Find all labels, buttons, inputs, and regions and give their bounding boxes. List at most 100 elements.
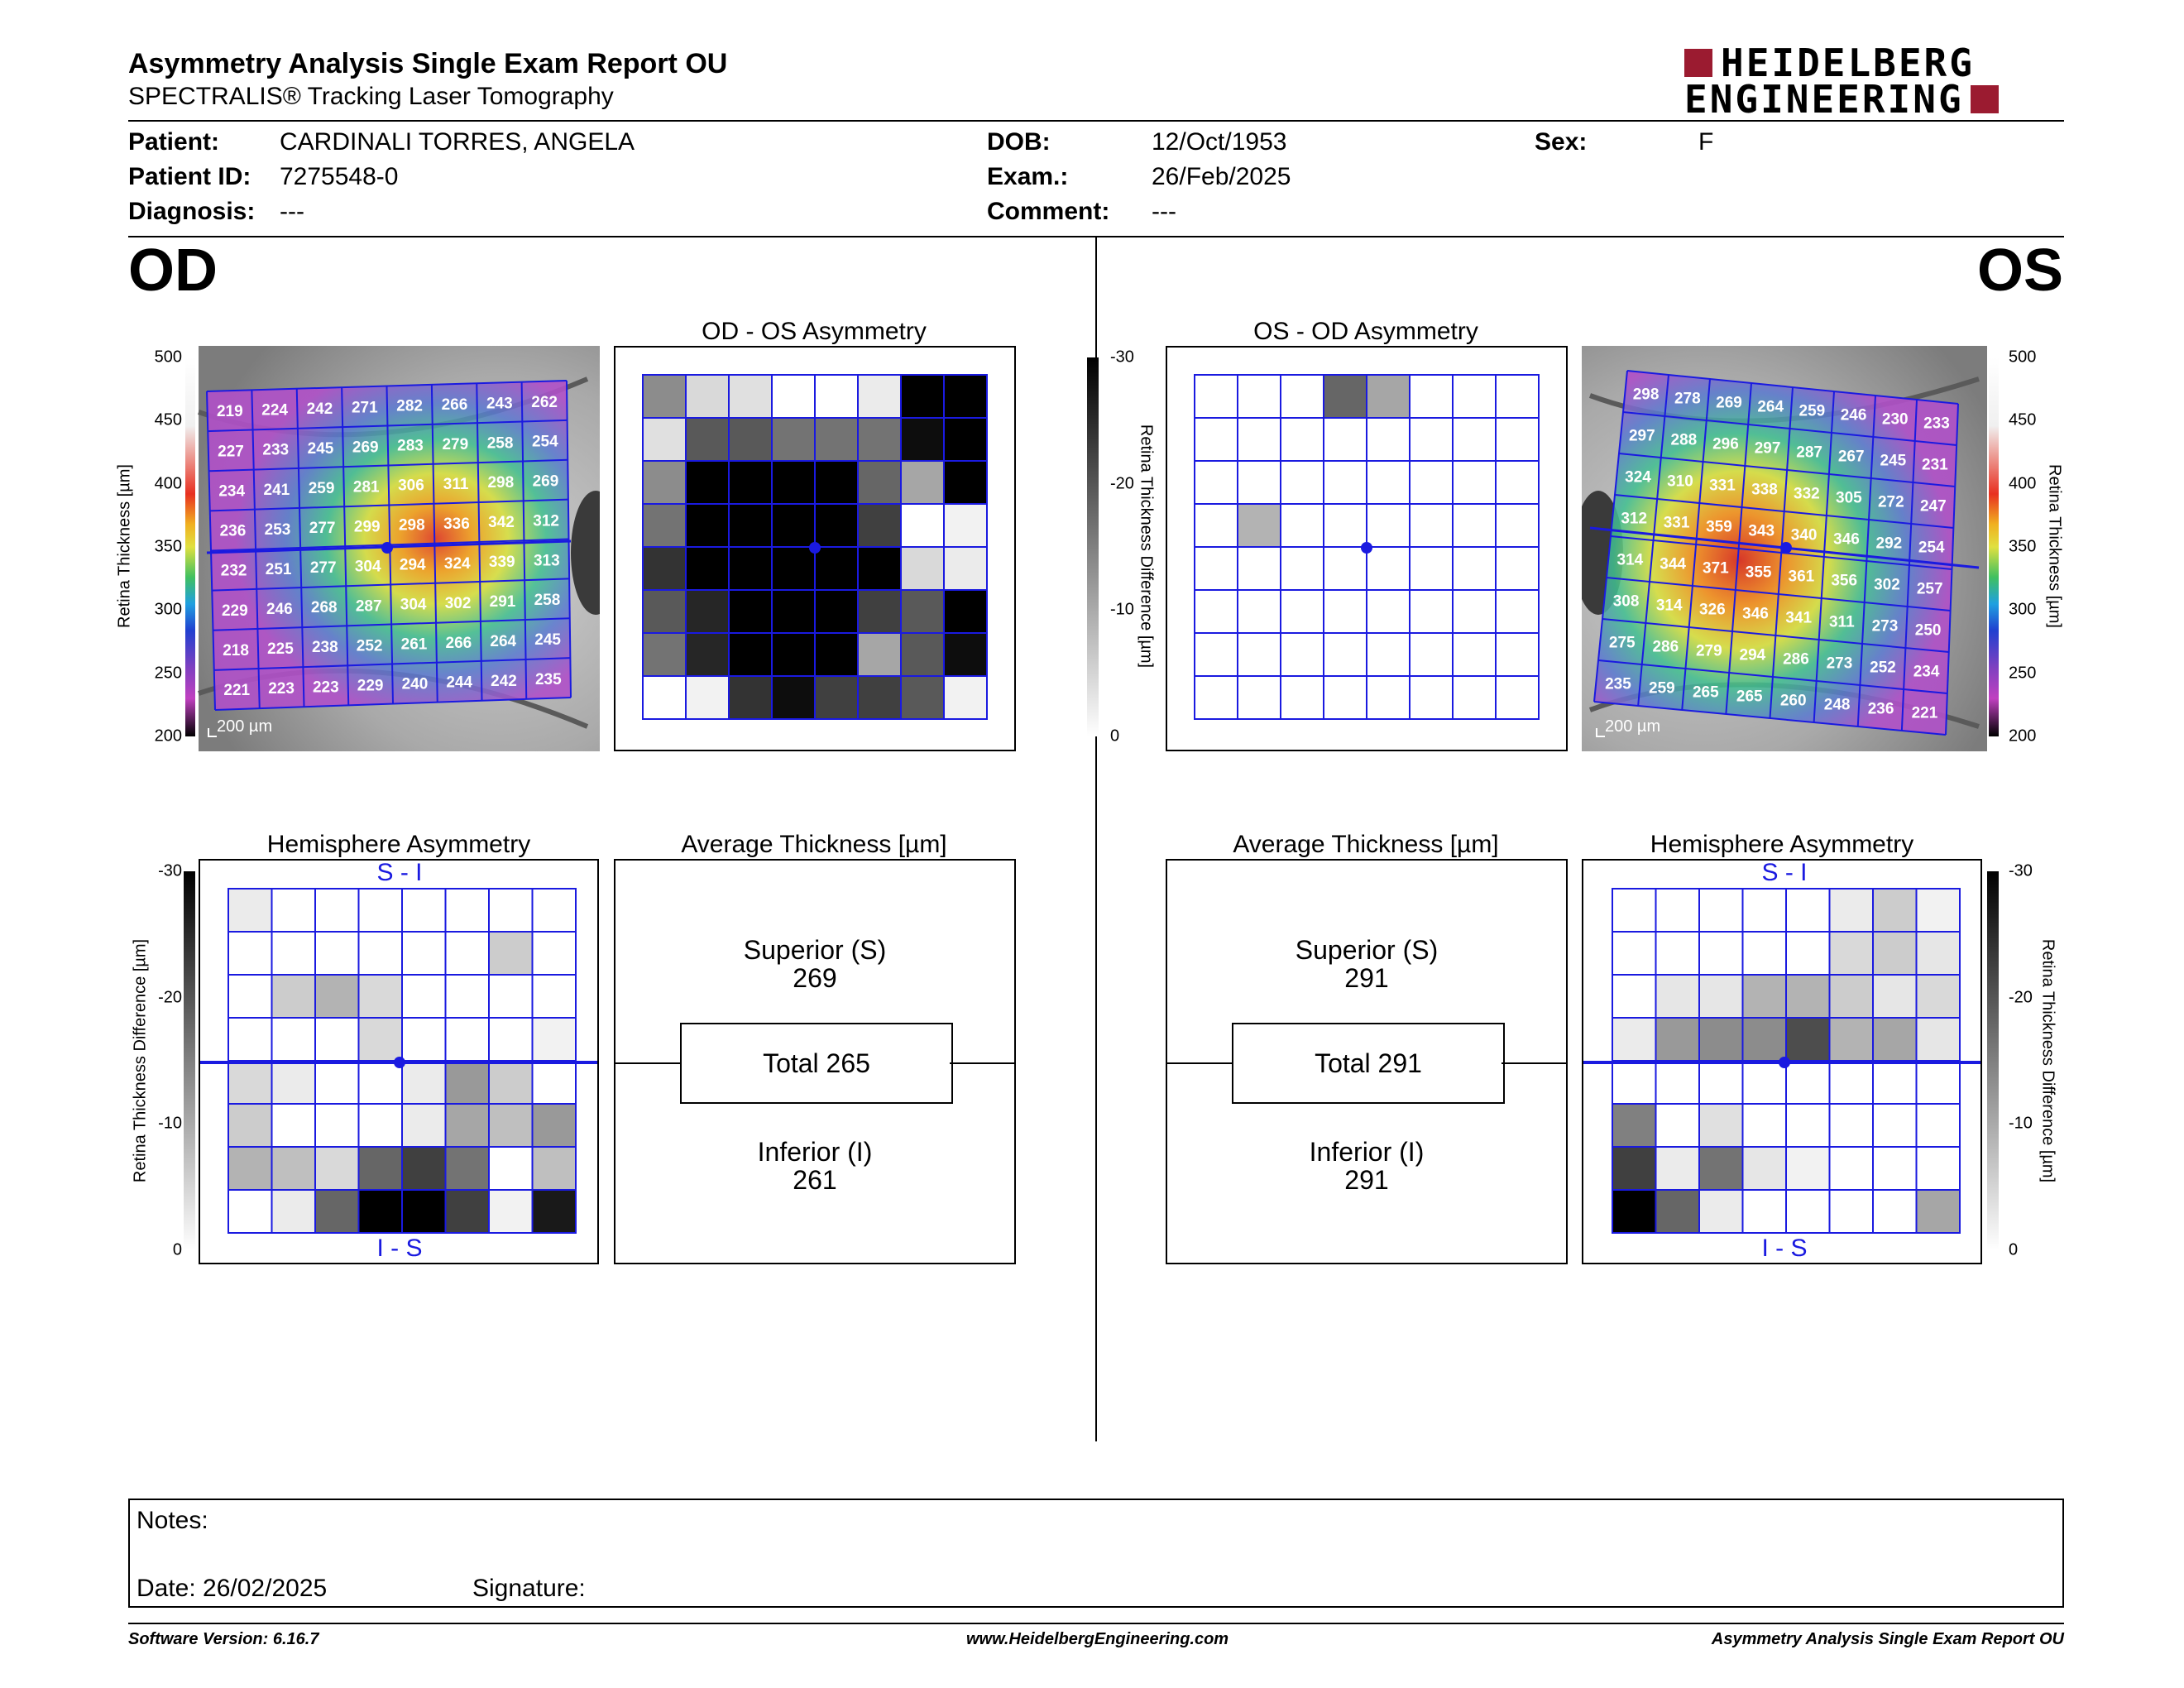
od-thickness-value: 312	[533, 512, 559, 530]
os-thickness-value: 346	[1742, 606, 1769, 623]
od-os-asym-cell	[857, 417, 902, 462]
os-thickness-tick: 400	[2009, 474, 2037, 493]
od-os-asym-cell	[814, 417, 859, 462]
od-inferior-value: 261	[793, 1165, 837, 1195]
od-os-asym-cell	[943, 417, 988, 462]
os-hemi-cell	[1785, 931, 1831, 976]
os-od-asym-cell	[1495, 589, 1540, 634]
os-thickness-value: 250	[1915, 622, 1942, 640]
od-os-asym-cell	[900, 503, 945, 548]
os-hemi-cell	[1655, 1146, 1700, 1191]
os-hemi-cell	[1872, 1103, 1918, 1148]
od-thickness-map: 219 224 242 271 282 266 243 262 227 233 245 269 283 2…	[198, 346, 600, 751]
os-thickness-value: 254	[1918, 539, 1945, 557]
os-hemi-cell	[1612, 1189, 1657, 1234]
od-os-asym-cell	[900, 374, 945, 419]
os-thickness-tick: 500	[2009, 348, 2037, 367]
od-os-asym-cell	[642, 632, 687, 677]
od-hemi-cell	[531, 974, 577, 1019]
od-os-asym-cell	[900, 632, 945, 677]
od-hemi-cell	[357, 1189, 403, 1234]
os-thickness-value: 314	[1617, 552, 1644, 569]
od-hemi-bottom-label: I - S	[376, 1235, 422, 1262]
sex-value: F	[1698, 128, 1714, 156]
os-thickness-value: 311	[1829, 614, 1855, 631]
exam-value: 26/Feb/2025	[1152, 163, 1291, 190]
od-hemi-cell	[488, 1060, 534, 1105]
os-hemi-cell	[1828, 1060, 1874, 1105]
od-thickness-value: 298	[487, 474, 514, 492]
od-os-asym-cell	[728, 546, 773, 591]
od-thickness-value: 236	[220, 523, 247, 540]
patient-id-label: Patient ID:	[128, 163, 251, 190]
diff-tick: -30	[1110, 348, 1134, 367]
od-hemi-cell	[228, 931, 273, 976]
os-od-asym-cell	[1280, 460, 1324, 505]
os-thickness-value: 310	[1667, 473, 1693, 491]
od-os-asym-cell	[943, 589, 988, 634]
os-od-asym-cell	[1194, 374, 1238, 419]
od-hemi-cell	[357, 1017, 403, 1062]
od-os-asym-cell	[642, 589, 687, 634]
od-os-asym-cell	[943, 632, 988, 677]
os-thickness-value: 343	[1748, 523, 1774, 540]
od-os-asym-cell	[728, 503, 773, 548]
od-hemi-cell	[531, 1189, 577, 1234]
os-hemi-cell	[1785, 888, 1831, 933]
os-hemi-cell	[1828, 1017, 1874, 1062]
os-od-asym-cell	[1194, 503, 1238, 548]
od-os-asym-cell	[814, 503, 859, 548]
od-os-asym-cell	[814, 460, 859, 505]
od-thickness-value: 304	[400, 597, 427, 614]
od-hemi-cell	[488, 974, 534, 1019]
os-thickness-value: 231	[1922, 457, 1948, 474]
os-od-asymmetry-panel	[1166, 346, 1568, 751]
date-label: Date: 26/02/2025	[136, 1575, 328, 1602]
os-thickness-value: 259	[1799, 403, 1826, 420]
os-od-asym-cell	[1495, 374, 1540, 419]
od-thickness-value: 298	[399, 517, 425, 535]
os-hemi-cell	[1915, 1189, 1961, 1234]
os-thickness-value: 257	[1917, 581, 1943, 598]
od-thickness-value: 219	[217, 403, 243, 420]
patient-label: Patient:	[128, 128, 220, 156]
od-thickness-value: 264	[490, 633, 516, 650]
os-hemi-cell	[1785, 1146, 1831, 1191]
website-link[interactable]: www.HeidelbergEngineering.com	[966, 1630, 1229, 1648]
os-od-asym-cell	[1409, 632, 1454, 677]
od-hemi-cell	[357, 888, 403, 933]
od-thickness-value: 306	[398, 477, 424, 495]
od-hemisphere-panel: S - I I - S	[199, 859, 599, 1264]
os-hemi-cell	[1655, 974, 1700, 1019]
od-thickness-tick: 250	[154, 664, 182, 683]
os-hemi-axis-label: Retina Thickness Difference [µm]	[2038, 938, 2057, 1183]
od-hemi-cell	[314, 1189, 360, 1234]
os-hemi-cell	[1872, 888, 1918, 933]
od-thickness-value: 268	[311, 599, 338, 616]
os-thickness-value: 287	[1796, 444, 1822, 462]
os-od-asym-cell	[1409, 675, 1454, 720]
os-thickness-grid: 298 278 269 264 259 246 230 233 297 288 296 297 287 2…	[1593, 370, 1959, 736]
os-thickness-value: 247	[1920, 498, 1947, 516]
os-thickness-value: 331	[1709, 477, 1736, 495]
od-thickness-value: 269	[533, 473, 559, 491]
od-thickness-value: 251	[266, 561, 292, 578]
od-hemi-cell	[271, 974, 316, 1019]
os-thickness-value: 296	[1712, 436, 1739, 453]
os-hemi-diff-tick: -10	[2009, 1114, 2033, 1133]
od-thickness-value: 339	[489, 554, 515, 571]
os-inferior-value: 291	[1344, 1165, 1389, 1195]
od-hemi-cell	[488, 1017, 534, 1062]
od-thickness-value: 304	[355, 558, 381, 575]
od-hemi-cell	[314, 888, 360, 933]
os-thickness-value: 288	[1671, 432, 1698, 449]
od-hemi-cell	[401, 888, 447, 933]
od-thickness-value: 229	[357, 677, 384, 694]
os-od-asym-cell	[1323, 460, 1367, 505]
od-os-asym-cell	[771, 460, 816, 505]
od-thickness-value: 313	[534, 552, 560, 569]
od-hemi-cell	[228, 888, 273, 933]
os-od-asym-cell	[1495, 632, 1540, 677]
od-hemi-cell	[531, 1146, 577, 1191]
od-thickness-colorbar	[185, 357, 195, 736]
